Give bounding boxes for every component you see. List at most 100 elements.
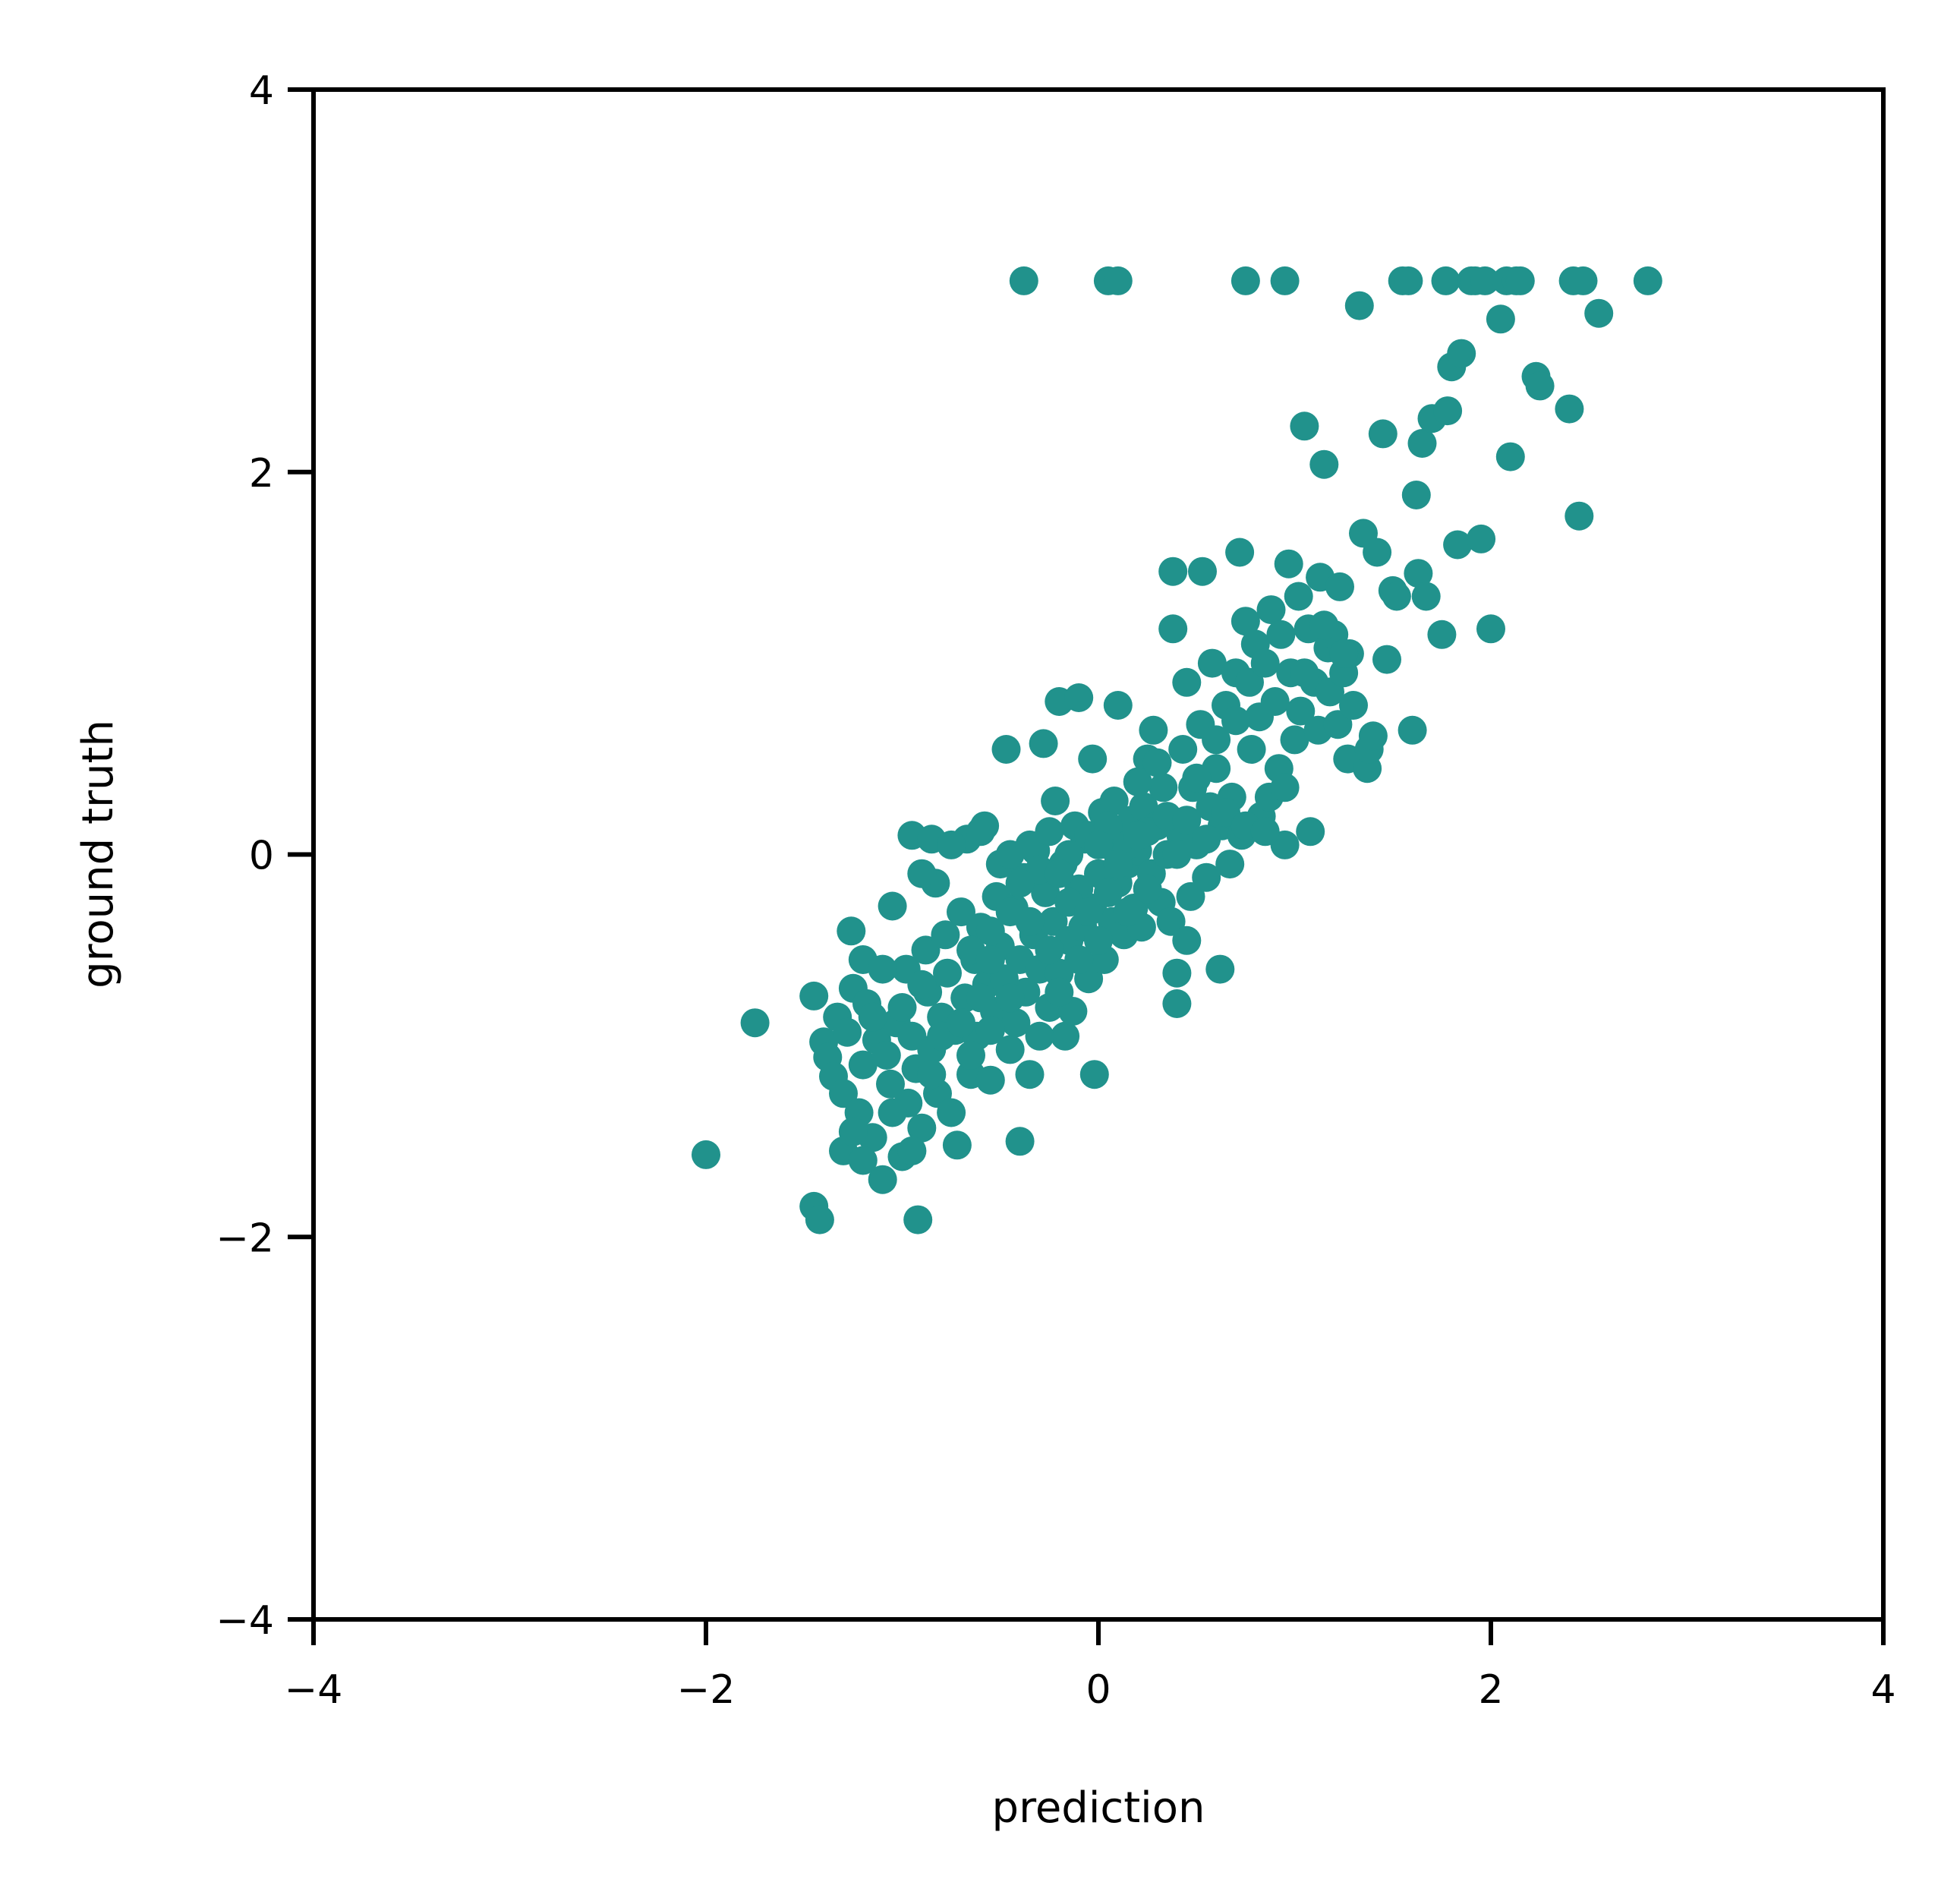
scatter-point (1407, 429, 1437, 458)
scatter-point (931, 920, 960, 950)
scatter-point (858, 1002, 887, 1032)
scatter-point (1162, 840, 1192, 869)
scatter-point (1250, 817, 1280, 847)
scatter-point (1235, 667, 1264, 697)
scatter-point (1005, 1127, 1035, 1156)
scatter-point (995, 1035, 1025, 1064)
scatter-point (1064, 683, 1094, 712)
scatter-point (937, 830, 966, 859)
scatter-point (1045, 859, 1074, 888)
scatter-point (1197, 648, 1227, 678)
scatter-point (1103, 850, 1133, 879)
scatter-point (1398, 715, 1427, 745)
scatter-point (911, 935, 941, 965)
scatter-point (1344, 291, 1374, 320)
y-axis-ticks: 4 2 0 −2 −4 (216, 68, 314, 1644)
scatter-point (897, 1136, 927, 1165)
y-tick-label: 2 (249, 451, 274, 497)
scatter-point (942, 1130, 972, 1160)
scatter-point (1064, 945, 1094, 974)
scatter-point (1005, 869, 1035, 898)
scatter-point (1009, 266, 1038, 295)
scatter-point (1182, 763, 1212, 793)
scatter-point (1113, 897, 1142, 927)
scatter-point (1431, 266, 1461, 295)
scatter-point (1084, 830, 1113, 859)
scatter-point (1103, 266, 1133, 295)
scatter-point (1015, 907, 1045, 936)
scatter-point (848, 1146, 878, 1175)
scatter-point (1250, 648, 1280, 678)
scatter-point (868, 1165, 897, 1194)
scatter-point (1290, 411, 1319, 441)
scatter-point (1215, 850, 1245, 879)
scatter-point (833, 1017, 862, 1047)
scatter-point (1286, 696, 1316, 726)
scatter-point (1035, 935, 1064, 965)
scatter-point (1123, 767, 1152, 796)
x-tick-label: 4 (1870, 1667, 1895, 1713)
scatter-point (966, 983, 995, 1013)
scatter-point (878, 1098, 907, 1127)
scatter-point (903, 1205, 933, 1234)
scatter-point (871, 1041, 901, 1070)
scatter-point (1495, 442, 1525, 471)
scatter-point (1256, 595, 1286, 625)
scatter-point (1156, 907, 1186, 936)
scatter-point (1467, 524, 1496, 553)
scatter-point (1045, 977, 1074, 1007)
scatter-point (1404, 559, 1433, 588)
scatter-point (1382, 582, 1411, 611)
scatter-point (1329, 639, 1359, 668)
scatter-point (1099, 787, 1129, 815)
scatter-point (1162, 989, 1192, 1018)
scatter-point (1565, 501, 1594, 531)
scatter-point (1078, 744, 1108, 774)
scatter-point (907, 1113, 937, 1143)
scatter-point (1401, 481, 1431, 509)
scatter-point (1158, 614, 1188, 644)
scatter-point (799, 981, 829, 1011)
scatter-point (1296, 817, 1325, 847)
scatter-point (937, 1098, 966, 1127)
scatter-point (975, 916, 1005, 946)
y-tick-label: 0 (249, 834, 274, 879)
scatter-point (1270, 773, 1300, 802)
scatter-point (1015, 1060, 1045, 1089)
y-tick-label: −4 (216, 1598, 274, 1644)
scatter-point (1394, 266, 1423, 295)
scatter-point (1162, 958, 1192, 988)
scatter-point (1633, 266, 1662, 295)
scatter-point (1188, 557, 1217, 586)
scatter-point (1035, 817, 1064, 847)
scatter-point (995, 983, 1025, 1013)
scatter-point (1486, 304, 1515, 334)
scatter-point (868, 954, 897, 984)
scatter-point (1260, 687, 1290, 716)
scatter-point (1225, 538, 1255, 567)
scatter-point (1168, 735, 1198, 764)
scatter-point (1103, 691, 1133, 720)
scatter-point (1237, 735, 1266, 764)
scatter-point (837, 916, 866, 946)
scatter-point (1205, 954, 1235, 984)
scatter-point (1368, 419, 1398, 449)
scatter-point (1584, 298, 1614, 328)
x-tick-label: −4 (285, 1667, 343, 1713)
scatter-point (1051, 1021, 1080, 1051)
scatter-point (876, 1069, 905, 1099)
scatter-point (1142, 748, 1172, 777)
scatter-point (848, 1050, 878, 1080)
scatter-point (1339, 691, 1368, 720)
scatter-point (1192, 825, 1221, 854)
scatter-point (1266, 620, 1296, 649)
scatter-point (1443, 530, 1473, 560)
scatter-point (1149, 773, 1178, 802)
scatter-point (1093, 878, 1123, 907)
scatter-point (1372, 645, 1401, 674)
scatter-point (1290, 658, 1319, 688)
scatter-point (1133, 874, 1162, 903)
x-tick-label: −2 (677, 1667, 736, 1713)
scatter-point (907, 859, 937, 888)
